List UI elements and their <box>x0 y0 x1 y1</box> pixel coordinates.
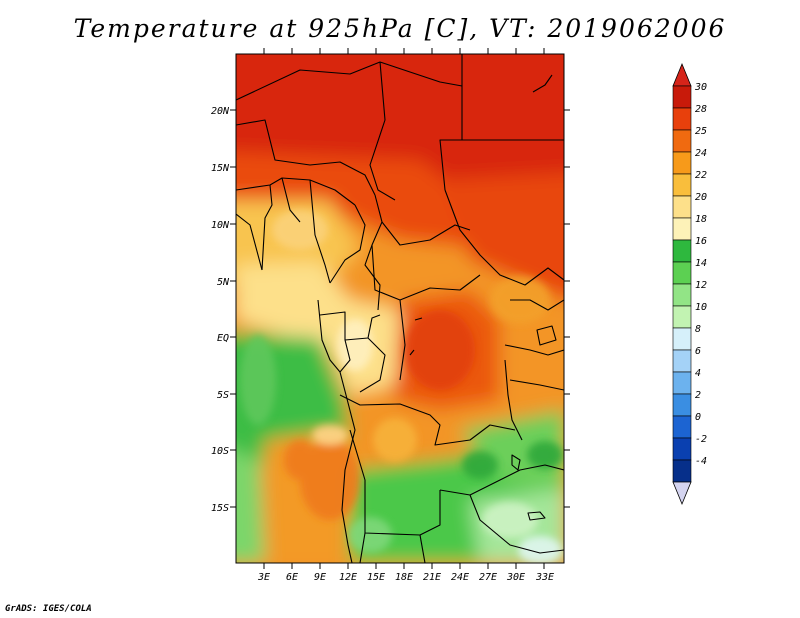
colorbar-label: -4 <box>695 456 707 467</box>
colorbar-swatch <box>672 217 692 241</box>
colorbar-swatch <box>672 173 692 197</box>
colorbar-label: 2 <box>695 390 701 401</box>
colorbar-swatch <box>672 305 692 329</box>
lat-label: 15S <box>211 503 229 514</box>
longitude-axis <box>263 48 545 569</box>
colorbar-swatch <box>672 261 692 285</box>
lon-label: 3E <box>257 572 270 583</box>
colorbar-swatch <box>672 393 692 417</box>
lat-label: 5S <box>217 390 229 401</box>
colorbar-swatch <box>672 349 692 373</box>
lat-label: 5N <box>217 277 230 288</box>
colorbar-over-triangle <box>672 62 692 87</box>
lat-label: 10N <box>211 220 230 231</box>
colorbar-label: 18 <box>695 214 707 225</box>
colorbar-swatch <box>672 107 692 131</box>
grads-credit: GrADS: IGES/COLA <box>5 604 92 614</box>
colorbar-swatch <box>672 437 692 461</box>
map-title: Temperature at 925hPa [C], VT: 201906200… <box>73 14 727 43</box>
colorbar-swatch <box>672 195 692 219</box>
lon-label: 21E <box>423 572 441 583</box>
lon-label: 12E <box>339 572 357 583</box>
colorbar-label: -2 <box>695 434 707 445</box>
colorbar-label: 12 <box>695 280 707 291</box>
colorbar-label: 30 <box>694 82 707 93</box>
lon-label: 27E <box>479 572 497 583</box>
colorbar-label: 20 <box>695 192 707 203</box>
colorbar-label: 6 <box>695 346 701 357</box>
colorbar-under-triangle <box>672 481 692 506</box>
lat-label: 15N <box>211 163 230 174</box>
colorbar-label: 24 <box>695 148 707 159</box>
colorbar-swatch <box>672 283 692 307</box>
colorbar-label: 10 <box>695 302 707 313</box>
lon-label: 24E <box>451 572 469 583</box>
colorbar-swatch <box>672 129 692 153</box>
lat-label: 20N <box>211 106 230 117</box>
lon-label: 33E <box>535 572 554 583</box>
colorbar-label: 4 <box>695 368 701 379</box>
colorbar-label: 28 <box>695 104 707 115</box>
latitude-axis <box>230 109 570 508</box>
lat-label: EQ <box>217 333 229 344</box>
colorbar-swatch <box>672 85 692 109</box>
colorbar-label: 8 <box>695 324 701 335</box>
colorbar-label: 0 <box>695 412 701 423</box>
lat-label: 10S <box>211 446 229 457</box>
colorbar-swatch <box>672 327 692 351</box>
colorbar-swatch <box>672 415 692 439</box>
colorbar-label: 16 <box>695 236 707 247</box>
colorbar-swatch <box>672 239 692 263</box>
colorbar-swatch <box>672 151 692 175</box>
lon-label: 9E <box>314 572 326 583</box>
map-frame <box>235 53 565 564</box>
colorbar-swatch <box>672 459 692 483</box>
colorbar-label: 14 <box>695 258 707 269</box>
colorbar-label: 25 <box>695 126 707 137</box>
lon-label: 30E <box>506 572 525 583</box>
lon-label: 18E <box>395 572 413 583</box>
temperature-field <box>236 54 564 563</box>
colorbar-swatch <box>672 371 692 395</box>
lon-label: 15E <box>367 572 385 583</box>
colorbar-label: 22 <box>695 170 707 181</box>
lon-label: 6E <box>286 572 298 583</box>
